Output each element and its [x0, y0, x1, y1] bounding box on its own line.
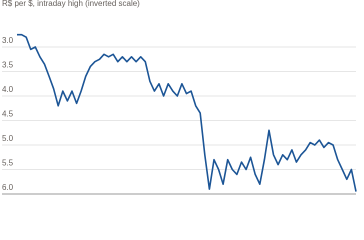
y-tick-label: 5.0	[2, 134, 14, 143]
chart-subtitle: R$ per $, intraday high (inverted scale)	[2, 0, 140, 8]
y-tick-label: 5.5	[2, 159, 14, 168]
y-tick-label: 4.5	[2, 110, 14, 119]
y-tick-label: 3.5	[2, 61, 14, 70]
y-tick-label: 6.0	[2, 183, 14, 192]
line	[17, 33, 357, 192]
y-tick-label: 3.0	[2, 36, 14, 45]
y-tick-label: 4.0	[2, 85, 14, 94]
chart: R$ per $, intraday high (inverted scale)…	[2, 0, 357, 195]
